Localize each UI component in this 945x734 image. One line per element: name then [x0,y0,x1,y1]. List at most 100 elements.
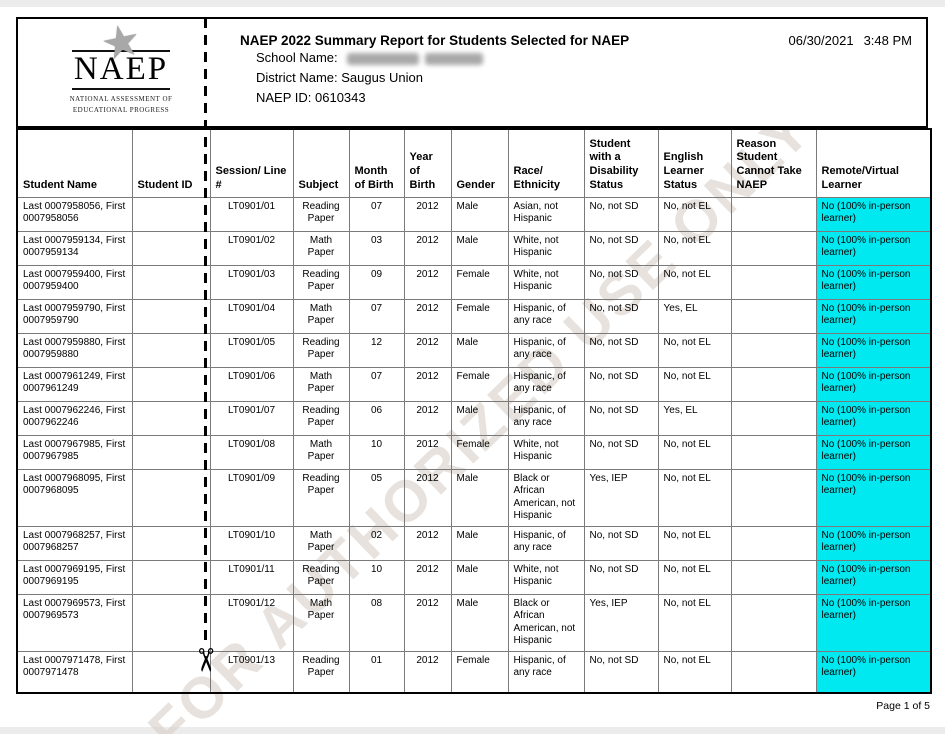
cell-race: Black or African American, not Hispanic [507,468,585,527]
cell-disability: Yes, IEP [583,468,659,527]
table-row: Last 0007968095, First 0007968095 LT0901/… [16,468,932,527]
cell-name: Last 0007958056, First 0007958056 [16,196,133,232]
cell-name: Last 0007969573, First 0007969573 [16,593,133,652]
col-header-month: Month of Birth [348,128,405,198]
cell-remote: No (100% in-person learner) [815,264,932,300]
cell-name: Last 0007959400, First 0007959400 [16,264,133,300]
cell-name: Last 0007959134, First 0007959134 [16,230,133,266]
cell-student_id [131,332,211,368]
cell-remote: No (100% in-person learner) [815,332,932,368]
header-title-area: NAEP 2022 Summary Report for Students Se… [230,27,918,108]
cell-year: 2012 [403,298,452,334]
table-row: Last 0007968257, First 0007968257 LT0901/… [16,525,932,561]
district-name-line: District Name: Saugus Union [230,68,918,88]
cell-session: LT0901/10 [209,525,294,561]
cell-reason [730,400,817,436]
cell-subject: Reading Paper [292,468,350,527]
cell-race: White, not Hispanic [507,264,585,300]
table-row: Last 0007959880, First 0007959880 LT0901/… [16,332,932,368]
cell-student_id [131,525,211,561]
cell-reason [730,434,817,470]
cell-el_status: No, not EL [657,650,732,694]
cell-gender: Male [450,230,509,266]
cell-el_status: No, not EL [657,593,732,652]
cell-month: 03 [348,230,405,266]
cell-reason [730,298,817,334]
cell-session: LT0901/06 [209,366,294,402]
cell-month: 02 [348,525,405,561]
cell-year: 2012 [403,593,452,652]
cell-reason [730,264,817,300]
naep-id-value: 0610343 [315,90,366,105]
cell-month: 06 [348,400,405,436]
cell-subject: Math Paper [292,593,350,652]
cell-month: 09 [348,264,405,300]
cell-gender: Male [450,400,509,436]
cell-disability: No, not SD [583,298,659,334]
cell-race: Hispanic, of any race [507,366,585,402]
cell-student_id [131,593,211,652]
cell-remote: No (100% in-person learner) [815,434,932,470]
table-row: Last 0007967985, First 0007967985 LT0901/… [16,434,932,470]
print-date: 06/30/2021 [788,33,854,48]
cell-race: White, not Hispanic [507,230,585,266]
cell-session: LT0901/01 [209,196,294,232]
cell-student_id [131,468,211,527]
cell-reason [730,196,817,232]
table-header-row: Student Name Student ID Session/ Line # Sub… [16,128,932,198]
cell-session: LT0901/07 [209,400,294,436]
cell-student_id [131,400,211,436]
cell-remote: No (100% in-person learner) [815,593,932,652]
cell-subject: Math Paper [292,434,350,470]
col-header-year: Year of Birth [403,128,452,198]
cell-month: 07 [348,366,405,402]
cell-reason [730,468,817,527]
cell-disability: No, not SD [583,400,659,436]
cell-session: LT0901/03 [209,264,294,300]
page-margin-bottom [0,727,945,734]
cell-remote: No (100% in-person learner) [815,400,932,436]
cell-year: 2012 [403,559,452,595]
cell-year: 2012 [403,650,452,694]
cell-month: 08 [348,593,405,652]
cell-disability: No, not SD [583,332,659,368]
student-summary-table: Student Name Student ID Session/ Line # Sub… [16,128,932,694]
col-header-race: Race/ Ethnicity [507,128,585,198]
cell-subject: Math Paper [292,230,350,266]
cell-session: LT0901/11 [209,559,294,595]
cell-gender: Female [450,264,509,300]
cell-student_id [131,264,211,300]
cell-el_status: No, not EL [657,196,732,232]
cell-el_status: No, not EL [657,468,732,527]
cell-month: 07 [348,298,405,334]
col-header-remote: Remote/Virtual Learner [815,128,932,198]
cell-el_status: No, not EL [657,559,732,595]
col-header-gender: Gender [450,128,509,198]
cell-year: 2012 [403,196,452,232]
cell-race: White, not Hispanic [507,559,585,595]
cell-gender: Male [450,559,509,595]
cell-el_status: Yes, EL [657,400,732,436]
table-row: Last 0007958056, First 0007958056 LT0901/… [16,196,932,232]
cell-el_status: No, not EL [657,525,732,561]
cell-disability: No, not SD [583,434,659,470]
page-margin-top [0,0,945,7]
cell-el_status: No, not EL [657,366,732,402]
naep-id-label: NAEP ID: [256,90,312,105]
cell-reason [730,593,817,652]
col-header-subject: Subject [292,128,350,198]
cell-gender: Female [450,366,509,402]
cell-disability: No, not SD [583,366,659,402]
cell-month: 10 [348,434,405,470]
cell-race: White, not Hispanic [507,434,585,470]
cell-reason [730,525,817,561]
cell-gender: Male [450,332,509,368]
cell-student_id [131,366,211,402]
cell-name: Last 0007968095, First 0007968095 [16,468,133,527]
school-name-redacted [347,52,420,65]
cell-race: Hispanic, of any race [507,332,585,368]
table-row: Last 0007959790, First 0007959790 LT0901/… [16,298,932,334]
cell-disability: No, not SD [583,264,659,300]
col-header-el_status: English Learner Status [657,128,732,198]
naep-logo-acronym: NAEP [71,50,171,90]
